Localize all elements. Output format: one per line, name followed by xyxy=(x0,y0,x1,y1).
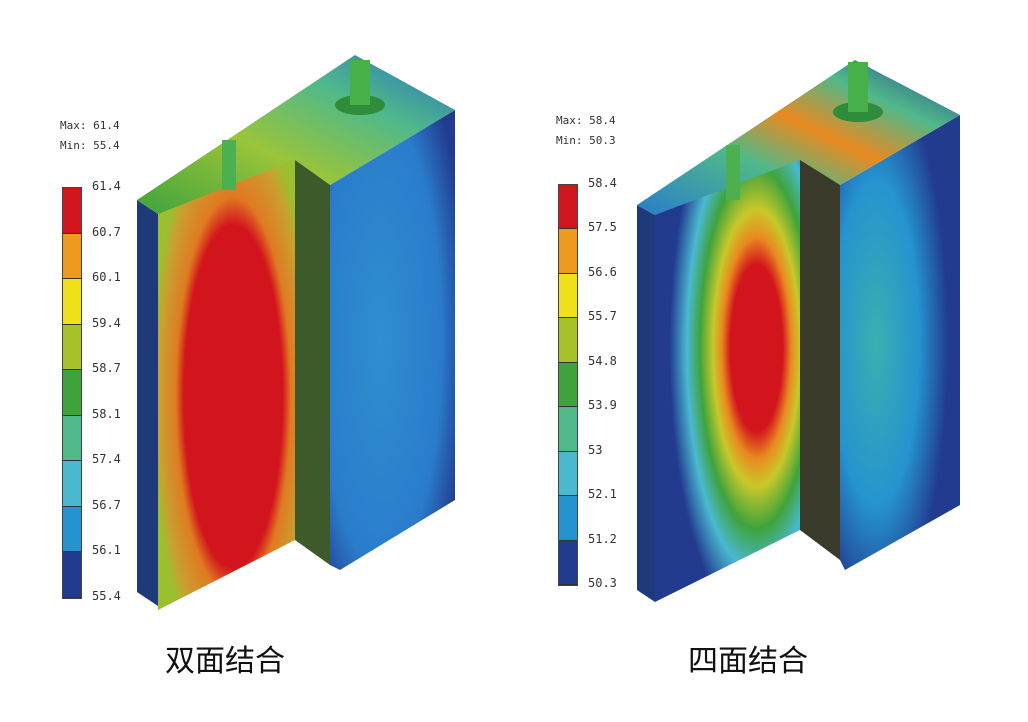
legend-tick-label: 57.4 xyxy=(92,452,121,467)
legend-tick-label: 58.4 xyxy=(588,176,617,190)
legend-tick-label: 55.4 xyxy=(92,589,121,603)
legend-band xyxy=(559,185,577,230)
top-face xyxy=(137,55,455,214)
terminal xyxy=(350,60,370,105)
min-label: Min: 50.3 xyxy=(556,134,616,147)
top-face xyxy=(637,60,960,215)
color-legend xyxy=(62,187,82,599)
legend-tick-label: 58.1 xyxy=(92,406,121,421)
legend-band xyxy=(559,362,577,408)
legend-band xyxy=(559,273,577,319)
legend-tick-label: 60.1 xyxy=(92,270,121,285)
legend-band xyxy=(63,370,81,416)
legend-band xyxy=(63,461,81,507)
legend-tick-label: 53.9 xyxy=(588,398,617,413)
legend-tick-label: 58.7 xyxy=(92,361,121,376)
terminal xyxy=(726,145,740,200)
legend-tick-label: 56.7 xyxy=(92,497,121,512)
legend-tick-label: 52.1 xyxy=(588,487,617,502)
min-label: Min: 55.4 xyxy=(60,139,120,152)
legend-band xyxy=(63,188,81,234)
battery-model-four-sided xyxy=(637,60,960,602)
legend-tick-label: 51.2 xyxy=(588,531,617,546)
legend-tick-label: 54.8 xyxy=(588,353,617,368)
legend-tick-label: 59.4 xyxy=(92,315,121,330)
right-face xyxy=(330,110,455,570)
legend-band xyxy=(559,451,577,497)
legend-band xyxy=(559,540,577,585)
color-legend xyxy=(558,184,578,586)
legend-band xyxy=(559,496,577,541)
legend-band xyxy=(559,318,577,363)
side-face xyxy=(137,200,158,606)
legend-tick-label: 61.4 xyxy=(92,179,121,193)
slot-face xyxy=(295,135,330,565)
panel-four-sided: Max: 58.4 Min: 50.3 58.4 57.5 56.6 55.7 54.8… xyxy=(500,0,1014,722)
right-face xyxy=(840,115,960,570)
front-face xyxy=(158,135,295,610)
terminal xyxy=(848,62,868,112)
legend-tick-label: 55.7 xyxy=(588,309,617,324)
legend-tick-label: 56.6 xyxy=(588,264,617,279)
max-label: Max: 61.4 xyxy=(60,119,120,132)
legend-tick-label: 50.3 xyxy=(588,576,617,590)
legend-band xyxy=(559,229,577,274)
terminal xyxy=(222,140,236,190)
legend-tick-label: 56.1 xyxy=(92,543,121,558)
legend-tick-label: 53 xyxy=(588,442,603,457)
legend-band xyxy=(63,415,81,462)
caption: 四面结合 xyxy=(688,644,808,679)
legend-band xyxy=(63,506,81,553)
slot-face xyxy=(800,140,840,560)
caption: 双面结合 xyxy=(165,644,285,679)
side-face xyxy=(637,205,655,602)
front-face xyxy=(655,140,800,602)
battery-model-double-sided xyxy=(137,55,455,610)
legend-band xyxy=(63,324,81,371)
legend-band xyxy=(559,407,577,452)
legend-band xyxy=(63,279,81,325)
legend-tick-label: 60.7 xyxy=(92,224,121,239)
legend-band xyxy=(63,233,81,280)
legend-band xyxy=(63,552,81,598)
max-label: Max: 58.4 xyxy=(556,114,616,127)
legend-tick-label: 57.5 xyxy=(588,220,617,235)
panel-double-sided: Max: 61.4 Min: 55.4 61.4 60.7 60.1 59.4 58.7… xyxy=(60,55,455,679)
